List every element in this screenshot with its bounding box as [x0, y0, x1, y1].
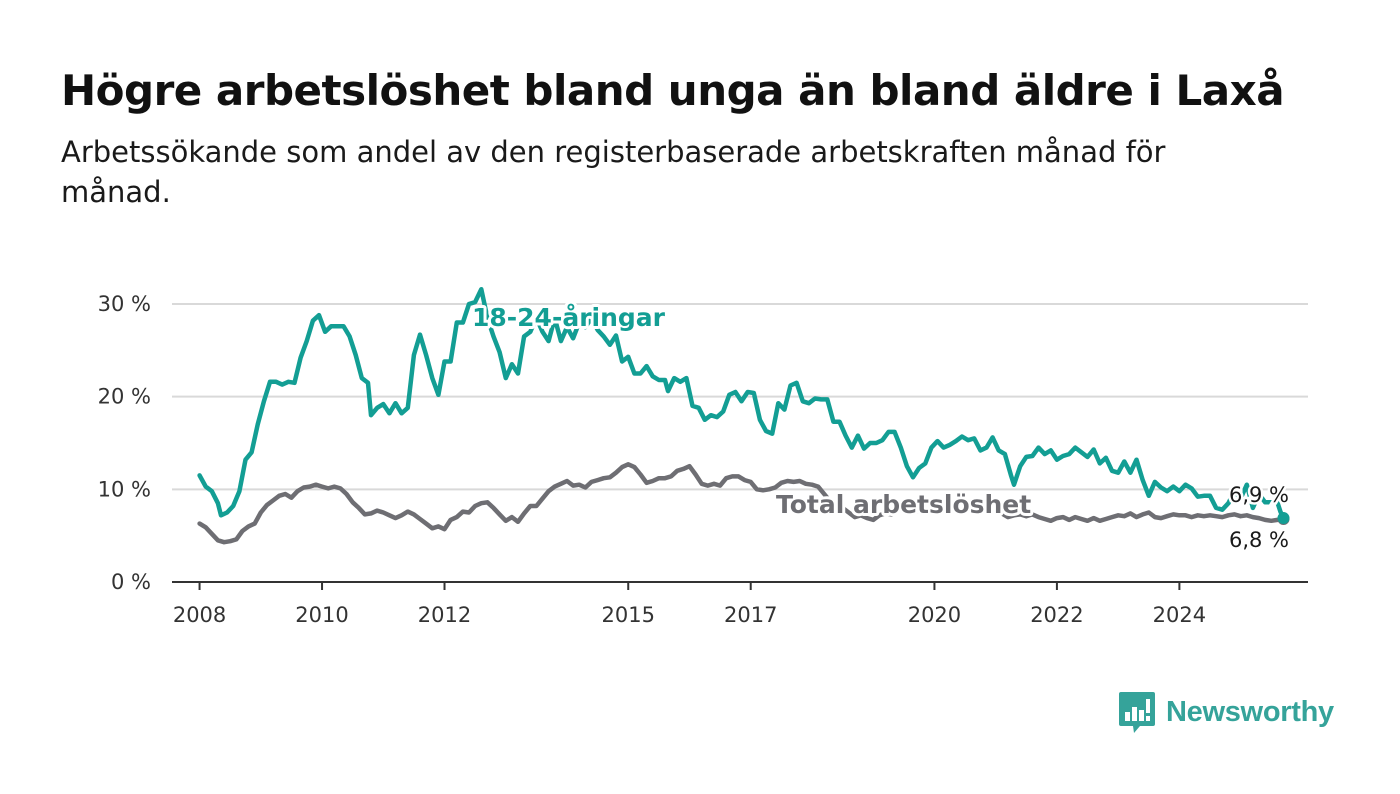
series-label-youth: 18-24-åringar: [472, 303, 666, 332]
brand-name: Newsworthy: [1166, 695, 1334, 728]
y-tick-label: 30 %: [98, 292, 151, 316]
gridlines: [172, 303, 1308, 583]
chart-subtitle: Arbetssökande som andel av den registerb…: [61, 135, 1166, 209]
series-line-1: [197, 462, 1286, 545]
x-axis-ticks: 2008 2010 2012 2015 2017 2020 2022 2024: [173, 582, 1206, 627]
chart-title: Högre arbetslöshet bland unga än bland ä…: [61, 66, 1285, 115]
end-value-total: 6,8 %: [1229, 528, 1289, 552]
x-tick-label: 2010: [295, 603, 348, 627]
series-labels: 18-24-åringar Total arbetslöshet 6,9 % 6,8 …: [469, 300, 1292, 555]
y-axis-ticks: 0 % 10 % 20 % 30 %: [98, 292, 151, 594]
series-end-point-0: [1277, 512, 1290, 525]
y-tick-label: 20 %: [98, 385, 151, 409]
x-tick-label: 2024: [1153, 603, 1206, 627]
x-tick-label: 2022: [1030, 603, 1083, 627]
series-line-0: [197, 286, 1286, 521]
x-tick-label: 2008: [173, 603, 226, 627]
y-tick-label: 10 %: [98, 477, 151, 501]
y-tick-label: 0 %: [111, 570, 151, 594]
series-label-total: Total arbetslöshet: [776, 490, 1031, 519]
x-tick-label: 2020: [908, 603, 961, 627]
newsworthy-logo-icon: [1119, 692, 1155, 733]
x-tick-label: 2012: [418, 603, 471, 627]
end-value-youth: 6,9 %: [1229, 483, 1289, 507]
series-lines: [197, 286, 1290, 545]
x-tick-label: 2015: [602, 603, 655, 627]
x-tick-label: 2017: [724, 603, 777, 627]
newsworthy-logo: Newsworthy: [1118, 690, 1334, 734]
